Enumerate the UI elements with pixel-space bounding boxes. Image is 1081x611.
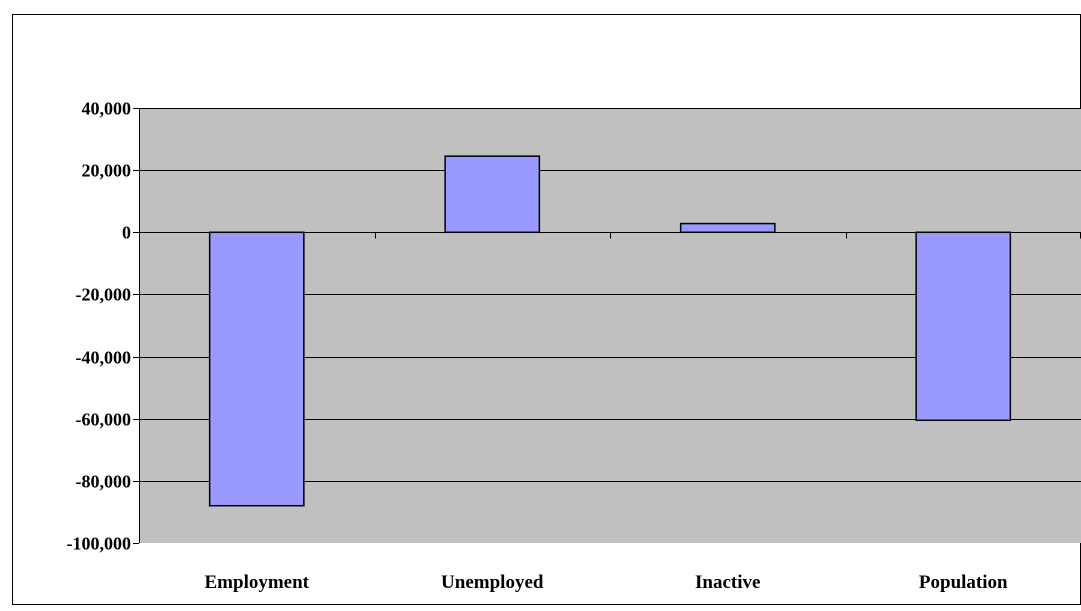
y-tick-labels: 40,000 20,000 0 -20,000 -40,000 -60,000 -80,00…: [67, 99, 132, 554]
x-tick-label: Unemployed: [441, 572, 544, 593]
axes: [133, 108, 1081, 544]
x-tick-label: Population: [919, 572, 1008, 593]
y-tick-label: 0: [122, 223, 131, 243]
x-tick-label: Employment: [205, 572, 310, 593]
y-tick-label: 20,000: [82, 161, 132, 181]
y-tick-label: -40,000: [76, 348, 132, 368]
y-tick-label: -100,000: [67, 534, 132, 554]
y-tick-label: 40,000: [82, 99, 132, 119]
y-tick-label: -60,000: [76, 410, 132, 430]
bar-unemployed: [444, 155, 541, 234]
bar-inactive: [679, 222, 776, 234]
y-tick-label: -20,000: [76, 285, 132, 305]
bar-population: [915, 231, 1012, 422]
x-tick-labels: Employment Unemployed Inactive Population: [205, 572, 1009, 593]
x-tick-label: Inactive: [695, 572, 760, 593]
y-tick-label: -80,000: [76, 472, 132, 492]
bar-employment: [208, 231, 305, 507]
